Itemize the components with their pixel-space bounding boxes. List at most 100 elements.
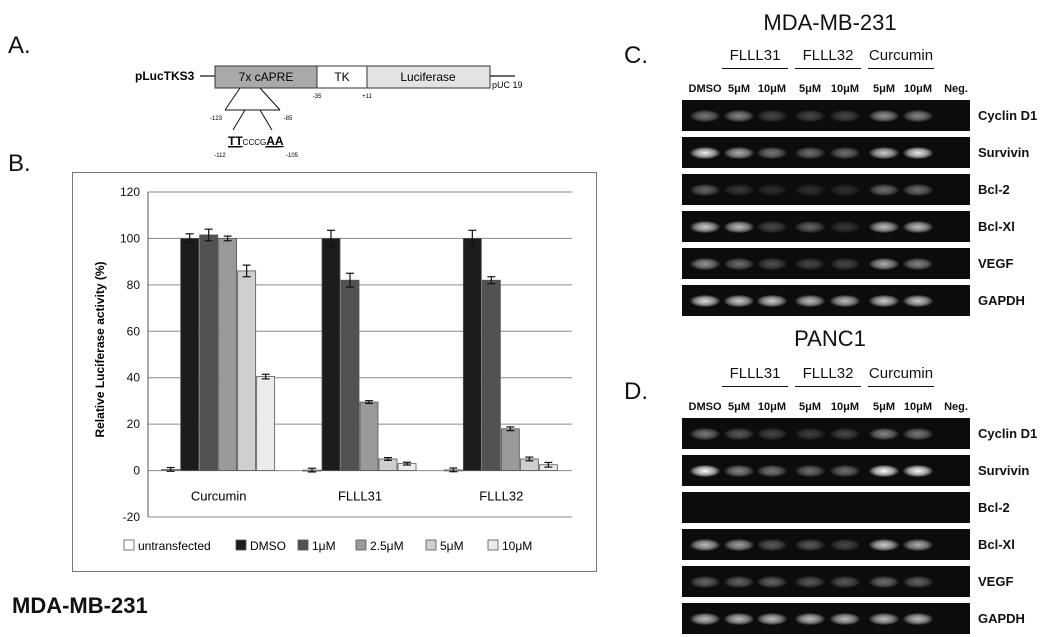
gel-band [690,294,720,307]
y-tick-label: -20 [123,510,141,524]
pos-plus11: +11 [362,94,372,100]
gel-band [795,575,825,588]
gel-band [724,183,754,196]
legend-label: 2.5μM [370,539,404,553]
gene-label: GAPDH [978,611,1025,626]
gel-band [869,257,899,270]
gel-band [724,538,754,551]
gel-band [903,427,933,440]
gel-row [682,174,970,205]
gel-band [830,575,860,588]
gel-band [690,612,720,625]
gel-band [724,146,754,159]
lane-label: 5μM [727,83,750,95]
gel-band [903,183,933,196]
gel-band [690,575,720,588]
category-label: FLLL32 [479,489,523,504]
treatment-group-line [795,68,861,69]
gel-band [795,257,825,270]
lane-label: DMSO [688,83,722,95]
gel-band [724,109,754,122]
y-tick-label: 20 [127,417,141,431]
treatment-group-line [868,386,934,387]
gel-band [869,538,899,551]
sequence-middle: CCCG [243,138,267,147]
legend-label: 1μM [312,539,336,553]
gel-band [903,109,933,122]
bar [500,428,520,471]
gel-band [690,427,720,440]
gel-band [795,183,825,196]
gel-row [682,248,970,279]
lane-label: 5μM [872,401,895,413]
gel-band [795,538,825,551]
pos-minus35: -35 [313,94,322,100]
sequence-start: TT [228,134,243,148]
segment-puc-label: pUC 19 [492,80,523,90]
bar [359,401,379,471]
lane-label: 5μM [798,83,821,95]
segment-capre-label: 7x cAPRE [239,70,294,84]
gel-band [757,146,787,159]
panel-label-b: B. [8,150,31,177]
lane-label: 10μM [830,83,860,95]
treatment-group-label: Curcumin [868,365,934,382]
treatment-group-line [868,68,934,69]
lane-label: 10μM [757,83,787,95]
gel-row [682,492,970,523]
gel-row [682,455,970,486]
gel-band [903,257,933,270]
gene-label: VEGF [978,256,1014,271]
bar [340,279,360,471]
bar [256,376,276,471]
gene-label: GAPDH [978,293,1025,308]
legend-swatch [297,539,309,551]
gel-band [757,257,787,270]
segment-luciferase [366,65,491,89]
gel-band [690,109,720,122]
gel-band [830,109,860,122]
construct-name: pLucTKS3 [135,69,195,83]
gel-band [830,220,860,233]
panel-label-c: C. [624,42,648,69]
gel-row [682,285,970,316]
gel-band [795,109,825,122]
sequence-end: AA [266,134,284,148]
sequence: TTCCCGAA [228,134,284,148]
segment-tk-label: TK [334,70,349,84]
y-tick-label: 120 [120,185,140,199]
gel-band [690,538,720,551]
gel-band [757,427,787,440]
legend-swatch [355,539,367,551]
legend-swatch [425,539,437,551]
bar [237,270,257,471]
gel-row [682,566,970,597]
legend-label: 5μM [440,539,464,553]
y-tick-label: 0 [133,464,140,478]
panel-label-a: A. [8,32,31,59]
treatment-group-label: FLLL31 [729,365,781,382]
gel-band [903,464,933,477]
bar [180,238,200,471]
gene-label: Cyclin D1 [978,426,1038,441]
gel-band [869,575,899,588]
legend-label: untransfected [138,539,211,553]
gel-band [903,220,933,233]
gene-label: Bcl-2 [978,182,1010,197]
pos-minus123: -123 [210,116,223,122]
segment-luciferase-label: Luciferase [400,70,456,84]
construct-diagram: pLucTKS3 7x cAPRE TK Luciferase pUC 19 -… [135,65,523,159]
gel-band [690,220,720,233]
gel-band [795,612,825,625]
gene-label: Survivin [978,145,1030,160]
gel-band [757,575,787,588]
treatment-group-line [722,68,788,69]
gel-band [757,612,787,625]
gel-band [830,464,860,477]
gel-band [724,427,754,440]
y-tick-label: 100 [120,231,140,245]
bottom-cell-line-label: MDA-MB-231 [12,593,148,618]
gel-band [869,294,899,307]
treatment-group-line [722,386,788,387]
gel-band [690,183,720,196]
